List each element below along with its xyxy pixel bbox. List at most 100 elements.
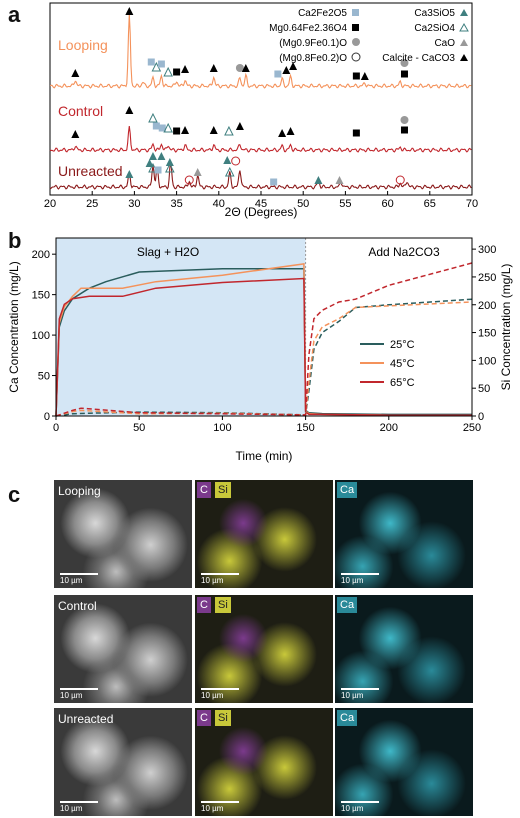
phase-marker xyxy=(148,152,157,160)
phase-marker xyxy=(154,166,162,174)
phase-marker xyxy=(148,112,158,123)
xrd-x-tick-label: 60 xyxy=(381,198,393,210)
phase-marker xyxy=(163,122,173,133)
tag-ca: Ca xyxy=(337,597,358,613)
series-line xyxy=(55,267,472,417)
tag-si: Si xyxy=(215,597,231,613)
phase-marker xyxy=(125,106,134,114)
phase-marker xyxy=(184,175,194,185)
phase-marker xyxy=(145,159,154,167)
micrograph-unreacted-ca: Ca 10 µm xyxy=(335,708,473,816)
phase-marker xyxy=(335,176,344,184)
micrograph-looping-sem: Looping 10 µm xyxy=(54,480,192,588)
xrd-x-tick-label: 30 xyxy=(128,198,140,210)
y-tick-label: 200 xyxy=(32,249,50,261)
legend-45c: 45°C xyxy=(390,358,415,370)
xrd-chart: 20 25 30 35 40 45 50 55 60 65 70 2Θ (Degrees) Loop… xyxy=(44,2,478,219)
leaching-chart: 0 50 100 150 200 2500501001502000501001502002… xyxy=(7,237,513,463)
micrograph-looping-csi: C Si 10 µm xyxy=(195,480,333,588)
y-tick-label: 150 xyxy=(32,290,50,302)
tag-c: C xyxy=(197,482,211,498)
legend-ca3sio5-marker xyxy=(460,9,468,16)
phase-marker xyxy=(286,127,295,135)
legend-ca3sio5: Ca3SiO5 xyxy=(414,8,455,19)
phase-marker xyxy=(71,130,80,138)
legend-mg064fe236o4: Mg0.64Fe2.36O4 xyxy=(269,23,347,34)
phase-marker xyxy=(360,72,369,80)
phase-marker xyxy=(173,68,181,76)
tag-ca: Ca xyxy=(337,482,358,498)
region-label-na2co3: Add Na2CO3 xyxy=(368,245,440,259)
phase-marker xyxy=(400,70,408,78)
trace-label-control: Control xyxy=(58,103,103,119)
phase-marker xyxy=(157,152,166,160)
micrograph-unreacted-sem: Unreacted 10 µm xyxy=(54,708,192,816)
chart-regions xyxy=(56,238,307,416)
phase-marker xyxy=(241,64,250,72)
scale-bar: 10 µm xyxy=(60,688,98,700)
panel-letter-b: b xyxy=(8,228,22,253)
panel-letter-a: a xyxy=(8,2,21,27)
y-tick-label: 50 xyxy=(38,371,50,383)
y2-tick-label: 50 xyxy=(478,383,490,395)
trace-label-unreacted: Unreacted xyxy=(58,163,123,179)
xrd-x-tick-label: 25 xyxy=(86,198,98,210)
phase-marker xyxy=(314,176,323,184)
tag-c: C xyxy=(197,710,211,726)
chart-series xyxy=(55,262,473,417)
xrd-x-tick-label: 50 xyxy=(297,198,309,210)
phase-marker xyxy=(400,126,408,134)
y-tick-label: 100 xyxy=(32,330,50,342)
phase-marker xyxy=(235,122,244,130)
legend-ca2fe2o5: Ca2Fe2O5 xyxy=(298,8,347,19)
legend-mg09fe01o: (Mg0.9Fe0.1)O xyxy=(279,38,347,49)
series-line xyxy=(55,262,473,417)
tag-si: Si xyxy=(215,482,231,498)
phase-marker xyxy=(400,59,409,67)
phase-marker xyxy=(181,126,190,134)
legend-cao-marker xyxy=(460,39,468,46)
xrd-x-tick-label: 55 xyxy=(339,198,351,210)
phase-marker xyxy=(125,7,134,15)
scale-bar: 10 µm xyxy=(201,573,239,585)
xrd-x-ticks: 20 25 30 35 40 45 50 55 60 65 70 xyxy=(44,191,478,210)
x-tick-label: 100 xyxy=(213,422,231,434)
phase-marker xyxy=(209,64,218,72)
legend-cao: CaO xyxy=(434,38,455,49)
xrd-phase-markers xyxy=(71,7,409,186)
phase-marker xyxy=(147,58,155,66)
series-line xyxy=(55,301,473,417)
x-tick-label: 0 xyxy=(53,422,59,434)
phase-marker xyxy=(125,170,134,178)
y-tick-label: 0 xyxy=(44,411,50,423)
micrograph-control-ca: Ca 10 µm xyxy=(335,595,473,703)
x-tick-label: 250 xyxy=(463,422,481,434)
phase-marker xyxy=(158,124,166,132)
x-axis-title: Time (min) xyxy=(236,449,293,463)
micrograph-control-sem: Control 10 µm xyxy=(54,595,192,703)
y2-tick-label: 100 xyxy=(478,355,496,367)
region-label-slag: Slag + H2O xyxy=(137,245,199,259)
micrograph-looping-ca: Ca 10 µm xyxy=(335,480,473,588)
phase-marker xyxy=(352,72,360,80)
sample-label: Looping xyxy=(58,484,101,498)
phase-marker xyxy=(278,129,287,137)
phase-marker xyxy=(224,125,234,136)
xrd-trace xyxy=(49,126,472,153)
tag-c: C xyxy=(197,597,211,613)
phase-marker xyxy=(231,156,241,166)
xrd-x-tick-label: 70 xyxy=(466,198,478,210)
legend-ca2sio4-marker xyxy=(459,22,469,32)
phase-marker xyxy=(209,126,218,134)
tag-si: Si xyxy=(215,710,231,726)
legend-mg08fe02o: (Mg0.8Fe0.2)O xyxy=(279,53,347,64)
scale-bar: 10 µm xyxy=(60,801,98,813)
xrd-legend: Ca2Fe2O5 Mg0.64Fe2.36O4 (Mg0.9Fe0.1)O (M… xyxy=(269,8,469,64)
phase-marker xyxy=(173,127,181,135)
scale-bar: 10 µm xyxy=(201,801,239,813)
xrd-x-tick-label: 20 xyxy=(44,198,56,210)
micrograph-control-csi: C Si 10 µm xyxy=(195,595,333,703)
legend-calcite-marker xyxy=(460,54,468,61)
y-axis-title: Ca Concentration (mg/L) xyxy=(7,261,21,392)
scale-bar: 10 µm xyxy=(341,688,379,700)
